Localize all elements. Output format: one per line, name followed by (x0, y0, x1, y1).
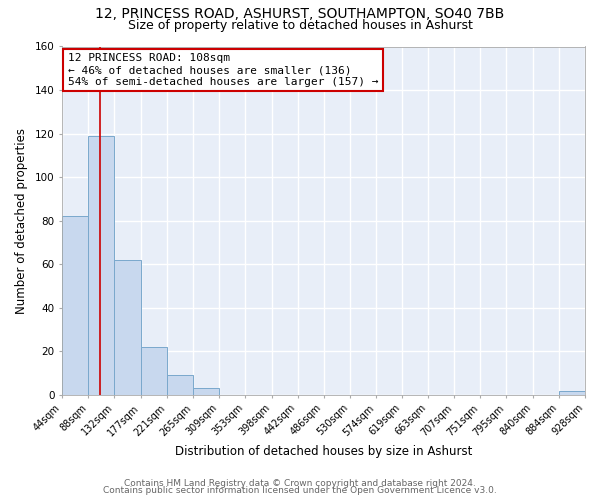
Text: 12, PRINCESS ROAD, ASHURST, SOUTHAMPTON, SO40 7BB: 12, PRINCESS ROAD, ASHURST, SOUTHAMPTON,… (95, 8, 505, 22)
X-axis label: Distribution of detached houses by size in Ashurst: Distribution of detached houses by size … (175, 444, 472, 458)
Bar (88, 136, 115, 395)
Bar (115, 260, 141, 395)
Text: Contains public sector information licensed under the Open Government Licence v3: Contains public sector information licen… (103, 486, 497, 495)
Y-axis label: Number of detached properties: Number of detached properties (15, 128, 28, 314)
Text: Size of property relative to detached houses in Ashurst: Size of property relative to detached ho… (128, 19, 472, 32)
Bar (62, 216, 88, 395)
Text: 12 PRINCESS ROAD: 108sqm
← 46% of detached houses are smaller (136)
54% of semi-: 12 PRINCESS ROAD: 108sqm ← 46% of detach… (68, 54, 378, 86)
Bar (141, 347, 167, 395)
Bar (193, 388, 219, 395)
Bar (167, 376, 193, 395)
Bar (559, 390, 585, 395)
Text: Contains HM Land Registry data © Crown copyright and database right 2024.: Contains HM Land Registry data © Crown c… (124, 478, 476, 488)
